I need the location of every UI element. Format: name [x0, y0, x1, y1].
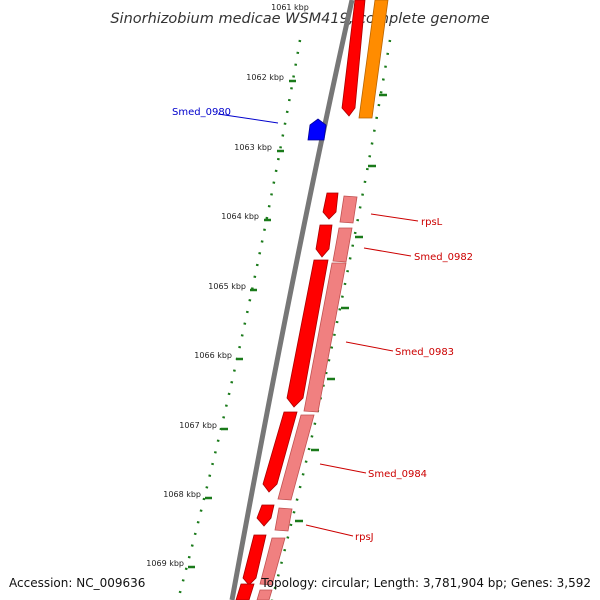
outer-tick-ring [270, 39, 392, 600]
topology-text: Topology: circular; Length: 3,781,904 bp… [260, 576, 591, 590]
smed-0984-leader [319, 463, 367, 474]
tick-label: 1065 kbp [208, 282, 246, 291]
gene-label-rpsj[interactable]: rpsJ [355, 532, 374, 543]
cds-feature[interactable] [242, 534, 267, 586]
genome-backbone [229, 0, 355, 600]
smed-0984-cds[interactable] [262, 411, 298, 493]
tick-labels: 1061 kbp 1062 kbp 1063 kbp 1064 kbp 1065… [146, 3, 309, 568]
orange-feature[interactable] [358, 0, 389, 119]
gene-label-smed-0980[interactable]: Smed_0980 [172, 107, 231, 118]
tick-label: 1069 kbp [146, 559, 184, 568]
tick-label: 1062 kbp [246, 73, 284, 82]
tick-label: 1067 kbp [179, 421, 217, 430]
rpsj-gene[interactable] [274, 507, 293, 532]
smed-0982-leader [363, 247, 412, 257]
smed-0982-gene[interactable] [332, 227, 353, 263]
map-title: Sinorhizobium medicae WSM419, complete g… [110, 11, 489, 27]
smed-0983-leader [345, 341, 394, 352]
rpsl-cds[interactable] [322, 192, 339, 220]
tick-label: 1064 kbp [221, 212, 259, 221]
rpsj-cds[interactable] [256, 504, 275, 527]
rpsj-leader [305, 524, 354, 537]
cds-feature[interactable] [341, 0, 366, 117]
reverse-cds-feature[interactable] [307, 118, 327, 141]
smed-0983-cds[interactable] [286, 259, 329, 408]
tick-label: 1063 kbp [234, 143, 272, 152]
gene-feature[interactable] [256, 589, 273, 600]
tick-label: 1066 kbp [194, 351, 232, 360]
gene-label-smed-0984[interactable]: Smed_0984 [368, 469, 427, 480]
gene-label-smed-0983[interactable]: Smed_0983 [395, 347, 454, 358]
cds-feature[interactable] [235, 583, 255, 600]
smed-0983-gene[interactable] [303, 262, 347, 413]
gene-label-smed-0982[interactable]: Smed_0982 [414, 252, 473, 263]
major-ticks [188, 79, 387, 569]
smed-0982-cds[interactable] [315, 224, 333, 258]
rpsl-gene[interactable] [339, 195, 358, 224]
tick-label: 1068 kbp [163, 490, 201, 499]
tick-label: 1061 kbp [271, 3, 309, 12]
gene-label-rpsl[interactable]: rpsL [421, 217, 443, 228]
rpsl-leader [370, 213, 419, 222]
gene-feature[interactable] [259, 537, 286, 586]
smed-0980-leader [217, 113, 279, 124]
smed-0984-gene[interactable] [277, 414, 315, 501]
accession-text: Accession: NC_009636 [9, 576, 145, 590]
